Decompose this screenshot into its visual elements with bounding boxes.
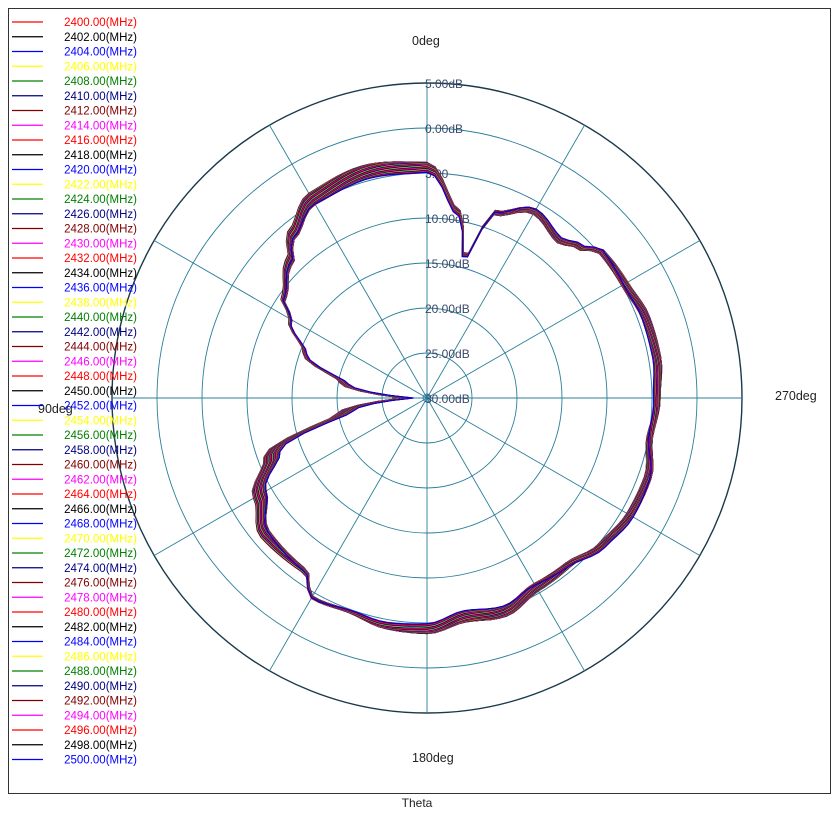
legend-label: 2484.00(MHz) bbox=[64, 637, 137, 649]
legend-label: 2460.00(MHz) bbox=[64, 460, 137, 472]
grid-spoke bbox=[426, 397, 701, 556]
legend-label: 2446.00(MHz) bbox=[64, 356, 137, 368]
legend-label: 2424.00(MHz) bbox=[64, 194, 137, 206]
legend-label: 2430.00(MHz) bbox=[64, 238, 137, 250]
angle-tick-label: 90deg bbox=[38, 402, 73, 416]
legend-label: 2422.00(MHz) bbox=[64, 179, 137, 191]
legend-label: 2492.00(MHz) bbox=[64, 696, 137, 708]
grid-spoke bbox=[153, 397, 428, 556]
legend-label: 2464.00(MHz) bbox=[64, 489, 137, 501]
legend-label: 2478.00(MHz) bbox=[64, 592, 137, 604]
radial-tick-label: 25.00dB bbox=[425, 347, 470, 361]
angle-tick-label: 0deg bbox=[412, 34, 440, 48]
legend-label: 2442.00(MHz) bbox=[64, 327, 137, 339]
legend-label: 2450.00(MHz) bbox=[64, 386, 137, 398]
legend-label: 2410.00(MHz) bbox=[64, 91, 137, 103]
legend-label: 2420.00(MHz) bbox=[64, 165, 137, 177]
legend-label: 2402.00(MHz) bbox=[64, 32, 137, 44]
legend-label: 2400.00(MHz) bbox=[64, 17, 137, 29]
legend-label: 2406.00(MHz) bbox=[64, 61, 137, 73]
legend-label: 2468.00(MHz) bbox=[64, 519, 137, 531]
grid-spoke bbox=[426, 397, 585, 672]
angle-tick-label: 180deg bbox=[412, 751, 454, 765]
legend-label: 2454.00(MHz) bbox=[64, 415, 137, 427]
legend-label: 2466.00(MHz) bbox=[64, 504, 137, 516]
legend-label: 2488.00(MHz) bbox=[64, 666, 137, 678]
radial-tick-label: 5.00dB bbox=[425, 77, 463, 91]
legend-label: 2458.00(MHz) bbox=[64, 445, 137, 457]
grid-spoke bbox=[426, 124, 585, 399]
radial-tick-label: 30.00dB bbox=[425, 392, 470, 406]
legend-label: 2498.00(MHz) bbox=[64, 740, 137, 752]
series-line bbox=[264, 171, 655, 625]
angle-tick-label: 270deg bbox=[775, 389, 817, 403]
legend-label: 2416.00(MHz) bbox=[64, 135, 137, 147]
x-axis-label: Theta bbox=[401, 796, 433, 810]
legend-label: 2436.00(MHz) bbox=[64, 283, 137, 295]
legend-label: 2490.00(MHz) bbox=[64, 681, 137, 693]
grid-spoke bbox=[426, 240, 701, 399]
legend-label: 2440.00(MHz) bbox=[64, 312, 137, 324]
legend-label: 2414.00(MHz) bbox=[64, 120, 137, 132]
legend-label: 2480.00(MHz) bbox=[64, 607, 137, 619]
legend-label: 2470.00(MHz) bbox=[64, 533, 137, 545]
legend-label: 2456.00(MHz) bbox=[64, 430, 137, 442]
grid-spoke bbox=[269, 397, 428, 672]
legend-label: 2500.00(MHz) bbox=[64, 755, 137, 767]
legend-label: 2438.00(MHz) bbox=[64, 297, 137, 309]
radial-tick-label: 0.00dB bbox=[425, 122, 463, 136]
radial-tick-label: 20.00dB bbox=[425, 302, 470, 316]
legend-label: 2496.00(MHz) bbox=[64, 725, 137, 737]
legend-label: 2448.00(MHz) bbox=[64, 371, 137, 383]
legend-label: 2426.00(MHz) bbox=[64, 209, 137, 221]
legend-label: 2476.00(MHz) bbox=[64, 578, 137, 590]
legend-label: 2434.00(MHz) bbox=[64, 268, 137, 280]
radial-tick-label: 15.00dB bbox=[425, 257, 470, 271]
legend-label: 2494.00(MHz) bbox=[64, 710, 137, 722]
legend-label: 2444.00(MHz) bbox=[64, 342, 137, 354]
grid-spoke bbox=[269, 124, 428, 399]
legend-label: 2408.00(MHz) bbox=[64, 76, 137, 88]
chart-frame bbox=[8, 8, 831, 794]
legend-label: 2486.00(MHz) bbox=[64, 651, 137, 663]
legend-label: 2428.00(MHz) bbox=[64, 224, 137, 236]
legend-label: 2474.00(MHz) bbox=[64, 563, 137, 575]
legend-label: 2452.00(MHz) bbox=[64, 401, 137, 413]
legend-label: 2482.00(MHz) bbox=[64, 622, 137, 634]
legend-label: 2432.00(MHz) bbox=[64, 253, 137, 265]
legend-label: 2412.00(MHz) bbox=[64, 106, 137, 118]
legend-label: 2404.00(MHz) bbox=[64, 47, 137, 59]
legend-label: 2462.00(MHz) bbox=[64, 474, 137, 486]
legend-label: 2472.00(MHz) bbox=[64, 548, 137, 560]
legend-label: 2418.00(MHz) bbox=[64, 150, 137, 162]
